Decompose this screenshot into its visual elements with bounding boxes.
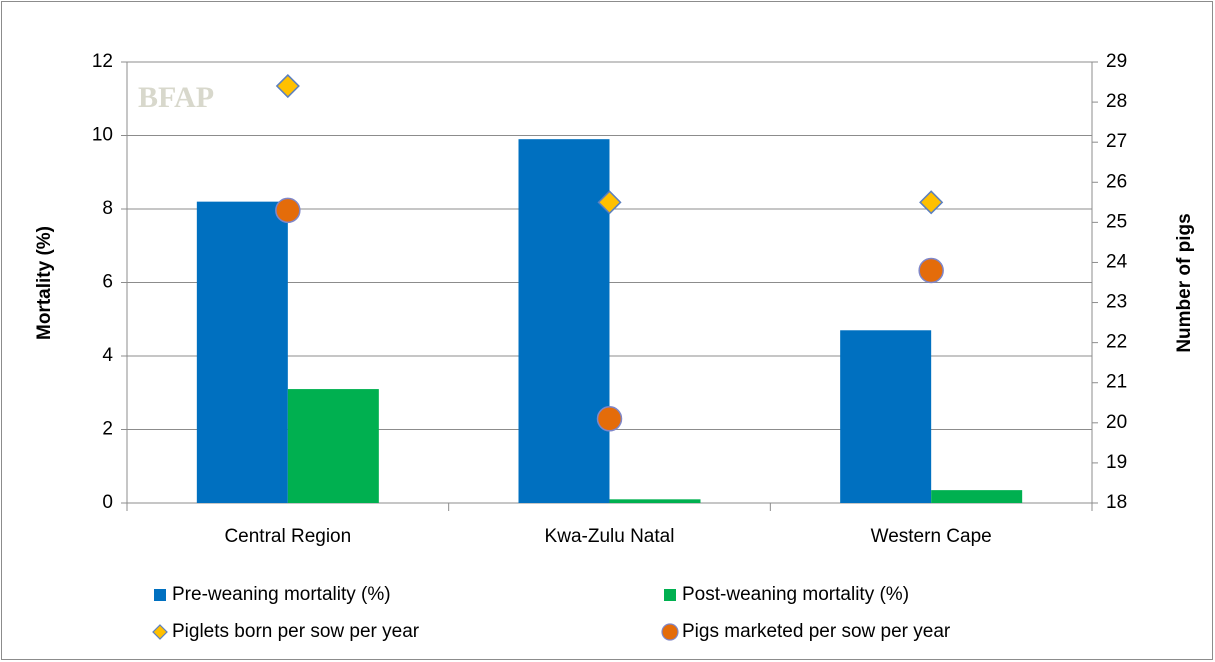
y2-tick-label: 20 [1106,412,1127,433]
circle-marker [275,197,301,224]
y-tick-label: 4 [102,345,113,366]
y2-tick-label: 26 [1106,171,1127,192]
y2-tick-label: 23 [1106,292,1127,313]
y-tick-label: 6 [102,272,113,293]
diamond-marker [275,73,300,99]
y2-tick-label: 29 [1106,51,1127,72]
y2-tick-label: 27 [1106,131,1127,152]
circle-marker [918,257,944,284]
y-tick-label: 2 [102,419,113,440]
y-tick-label: 12 [92,51,113,72]
legend-swatch [152,624,168,640]
x-tick-label: Central Region [224,526,351,547]
y-axis-title: Mortality (%) [34,226,55,340]
x-tick-label: Western Cape [871,526,992,547]
x-tick-label: Kwa-Zulu Natal [545,526,675,547]
y2-tick-label: 28 [1106,91,1127,112]
y-tick-label: 0 [102,492,113,513]
y2-axis-title: Number of pigs [1174,213,1195,352]
watermark: BFAP [138,81,214,114]
y-tick-label: 10 [92,125,113,146]
y2-tick-label: 18 [1106,492,1127,513]
bar [931,490,1023,503]
y2-tick-label: 21 [1106,372,1127,393]
bar [840,330,932,503]
legend-label: Pigs marketed per sow per year [682,621,951,642]
bar [609,499,701,503]
bar [196,201,288,503]
bar [518,139,610,504]
legend-swatch [154,589,166,601]
y-tick-label: 8 [102,198,113,219]
y2-tick-label: 19 [1106,452,1127,473]
diamond-marker [919,190,944,215]
y2-tick-label: 25 [1106,211,1127,232]
legend-label: Pre-weaning mortality (%) [172,584,391,605]
bar [287,389,379,503]
legend-label: Piglets born per sow per year [172,621,420,642]
y2-tick-label: 22 [1106,332,1127,353]
y2-tick-label: 24 [1106,251,1128,272]
circle-marker [596,406,623,432]
legend-swatch [661,623,679,641]
legend-label: Post-weaning mortality (%) [682,584,909,605]
diamond-marker [597,190,622,215]
legend-swatch [664,589,676,601]
